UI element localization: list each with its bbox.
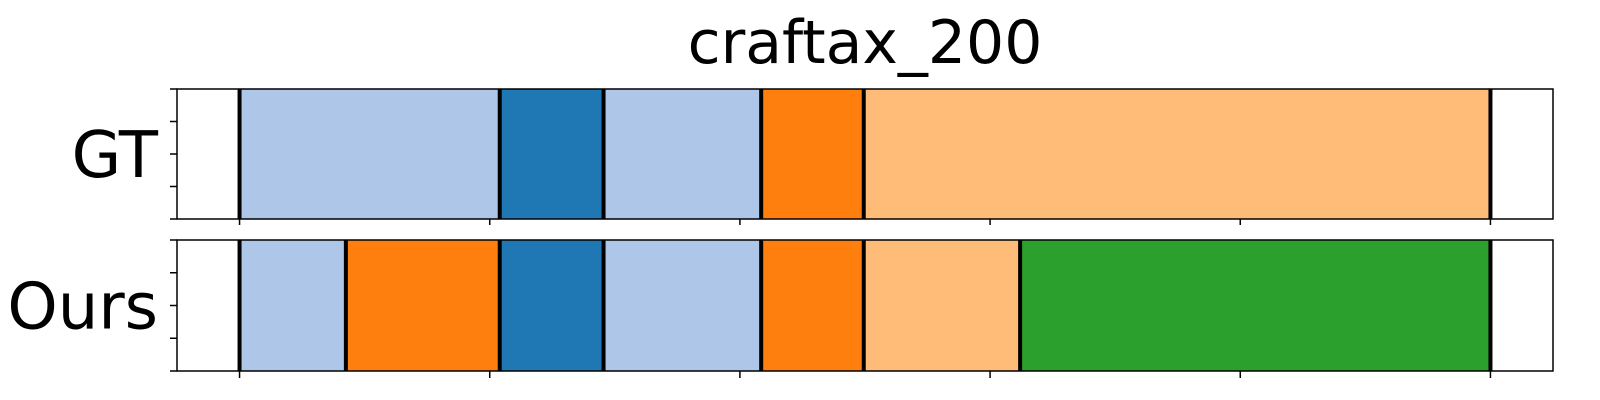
segment-0-4 <box>863 89 1491 219</box>
segment-1-2 <box>499 240 604 371</box>
segment-1-6 <box>1020 240 1491 371</box>
row-0: GT <box>72 88 1554 220</box>
segment-1-1 <box>345 240 500 371</box>
segment-0-3 <box>761 89 864 219</box>
row-label-0: GT <box>72 119 159 193</box>
segment-0-0 <box>239 89 500 219</box>
chart-title: craftax_200 <box>688 8 1043 78</box>
segment-1-3 <box>603 240 762 371</box>
rows-group: GT Ours <box>7 88 1554 378</box>
row-label-1: Ours <box>7 271 158 345</box>
segment-1-4 <box>761 240 864 371</box>
segment-1-0 <box>239 240 346 371</box>
row-1: Ours <box>7 239 1554 372</box>
segment-0-2 <box>603 89 762 219</box>
segment-0-1 <box>499 89 604 219</box>
segment-1-5 <box>863 240 1021 371</box>
